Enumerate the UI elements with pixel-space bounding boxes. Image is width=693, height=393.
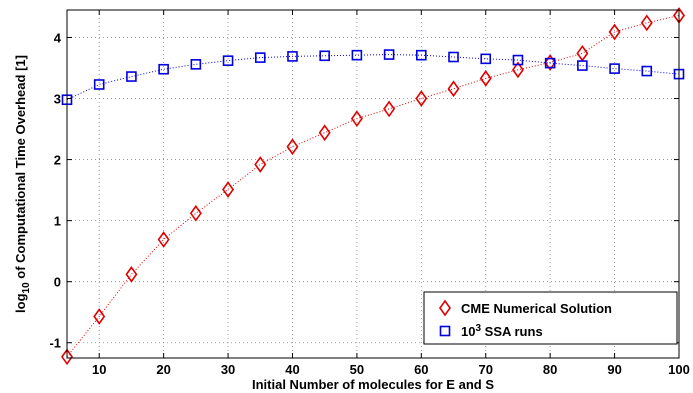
legend-box bbox=[423, 291, 678, 345]
y-axis-label: log10 of Computational Time Overhead [1] bbox=[13, 55, 32, 313]
data-point-0-8 bbox=[318, 124, 331, 142]
y-tick-label: -1 bbox=[49, 336, 61, 351]
data-point-1-12 bbox=[448, 51, 459, 63]
x-tick-label: 10 bbox=[92, 362, 106, 377]
x-tick-label: 100 bbox=[668, 362, 690, 377]
y-tick-label: 1 bbox=[54, 214, 61, 229]
data-point-0-17 bbox=[608, 23, 621, 41]
x-tick-label: 90 bbox=[607, 362, 621, 377]
data-point-1-15 bbox=[544, 57, 556, 69]
series-line-1 bbox=[66, 54, 680, 101]
data-point-1-5 bbox=[222, 55, 234, 66]
legend-marker-1 bbox=[439, 325, 451, 337]
data-point-0-18 bbox=[640, 14, 653, 32]
data-point-1-10 bbox=[383, 49, 395, 60]
legend-label-ssa: 103 SSA runs bbox=[461, 323, 543, 339]
data-point-0-14 bbox=[511, 61, 524, 79]
data-point-0-11 bbox=[415, 90, 428, 107]
y-tick-label: 2 bbox=[54, 153, 61, 168]
data-point-1-16 bbox=[577, 60, 588, 71]
x-tick-label: 50 bbox=[350, 362, 364, 377]
data-point-0-5 bbox=[222, 181, 235, 198]
data-point-1-2 bbox=[126, 71, 137, 82]
data-point-1-1 bbox=[93, 79, 105, 90]
data-point-0-1 bbox=[93, 308, 106, 325]
x-tick-label: 40 bbox=[285, 362, 299, 377]
x-tick-label: 80 bbox=[543, 362, 557, 377]
data-point-1-18 bbox=[641, 65, 653, 77]
y-tick-label: 4 bbox=[54, 30, 62, 45]
data-point-1-17 bbox=[609, 63, 620, 74]
data-point-1-3 bbox=[158, 63, 169, 75]
data-point-0-6 bbox=[254, 156, 267, 173]
series-layer bbox=[61, 7, 685, 366]
x-tick-label: 60 bbox=[414, 362, 428, 377]
data-point-0-15 bbox=[544, 54, 557, 71]
data-point-1-11 bbox=[416, 49, 427, 61]
x-tick-label: 30 bbox=[221, 362, 235, 377]
data-point-1-4 bbox=[190, 59, 202, 70]
data-point-0-12 bbox=[447, 80, 460, 98]
data-point-0-2 bbox=[125, 265, 138, 283]
data-point-0-13 bbox=[479, 70, 492, 87]
data-point-0-3 bbox=[157, 231, 170, 248]
data-point-0-9 bbox=[350, 110, 363, 128]
x-tick-label: 20 bbox=[156, 362, 170, 377]
data-point-0-4 bbox=[189, 204, 202, 222]
data-point-1-13 bbox=[480, 53, 492, 65]
legend: CME Numerical Solution 103 SSA runs bbox=[423, 291, 678, 345]
legend-markers bbox=[439, 299, 451, 337]
y-tick-label: 0 bbox=[54, 275, 61, 290]
data-point-1-6 bbox=[254, 52, 266, 63]
x-axis-label: Initial Number of molecules for E and S bbox=[252, 377, 494, 392]
data-point-1-14 bbox=[512, 54, 524, 66]
legend-marker-0 bbox=[439, 299, 451, 317]
y-tick-label: 3 bbox=[54, 92, 61, 107]
plot-frame bbox=[66, 9, 680, 359]
data-point-0-10 bbox=[383, 100, 396, 118]
legend-label-cme: CME Numerical Solution bbox=[461, 301, 612, 316]
data-point-1-8 bbox=[319, 50, 330, 62]
x-tick-label: 70 bbox=[479, 362, 493, 377]
data-point-0-7 bbox=[286, 138, 299, 156]
data-point-1-9 bbox=[351, 49, 363, 61]
data-point-1-7 bbox=[287, 51, 298, 62]
ticks: 10 20 30 40 50 60 70 80 90 100 -1 0 1 2 3 4 bbox=[49, 10, 690, 377]
data-point-0-0 bbox=[61, 348, 73, 366]
